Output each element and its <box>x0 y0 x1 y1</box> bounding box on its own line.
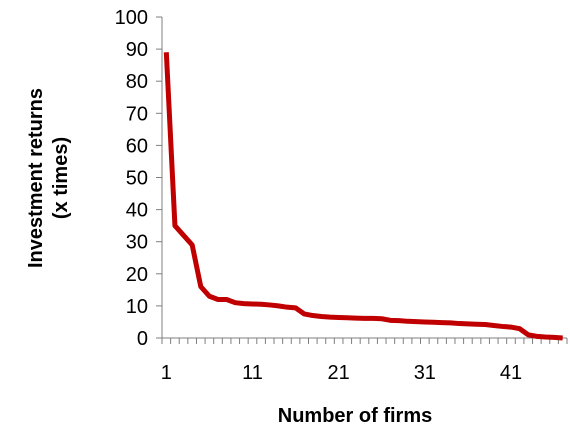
y-axis-title: Investment returns (x times) <box>25 88 72 268</box>
series-line <box>163 52 563 341</box>
x-tick-label: 11 <box>242 362 263 384</box>
y-tick-label: 70 <box>126 103 148 125</box>
x-tick-label: 41 <box>500 362 522 384</box>
x-tick-label: 31 <box>414 362 436 384</box>
y-tick-label: 10 <box>126 296 148 318</box>
y-tick-label: 80 <box>126 71 148 93</box>
y-tick-label: 90 <box>126 39 148 61</box>
x-tick-label: 21 <box>328 362 350 384</box>
x-tick-label: 1 <box>161 362 172 384</box>
y-axis-title-line: Investment returns <box>25 88 47 268</box>
x-axis-tick-labels: 1 11 21 31 41 <box>161 362 522 384</box>
y-tick-label: 0 <box>137 328 148 350</box>
y-axis-tick-labels: 0 10 20 30 40 50 60 70 80 90 100 <box>115 7 148 350</box>
y-axis-ticks <box>156 16 162 339</box>
x-axis-title: Number of firms <box>278 405 432 427</box>
y-tick-label: 50 <box>126 168 148 190</box>
y-axis-title-line: (x times) <box>50 137 72 219</box>
y-tick-label: 60 <box>126 135 148 157</box>
y-tick-label: 30 <box>126 232 148 254</box>
y-tick-label: 20 <box>126 264 148 286</box>
y-tick-label: 40 <box>126 200 148 222</box>
x-axis-ticks <box>161 338 568 344</box>
y-tick-label: 100 <box>115 7 148 29</box>
